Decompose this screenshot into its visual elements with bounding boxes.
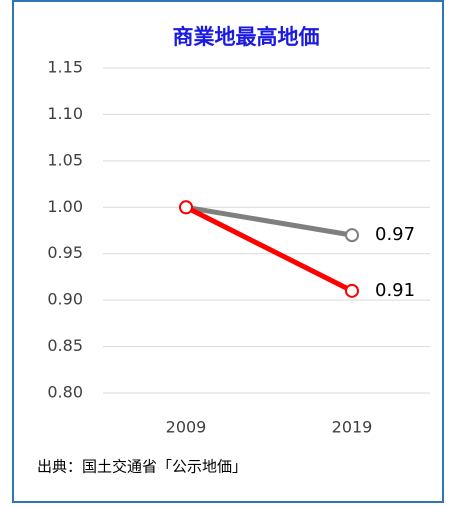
data-label: 0.97 [375, 224, 415, 245]
y-tick-label: 0.85 [47, 336, 83, 355]
y-tick-label: 0.95 [47, 243, 83, 262]
point-marker [345, 283, 359, 298]
data-label: 0.91 [375, 280, 415, 301]
y-tick-label: 0.80 [47, 383, 83, 402]
x-tick-label: 2009 [166, 418, 207, 437]
x-tick-label: 2019 [332, 418, 373, 437]
point-marker [345, 228, 359, 243]
point-marker [179, 200, 193, 215]
y-tick-label: 1.15 [47, 58, 83, 77]
y-tick-label: 1.05 [47, 150, 83, 169]
y-tick-label: 1.00 [47, 197, 83, 216]
series-line [184, 205, 354, 294]
frame [12, 0, 444, 503]
y-tick-label: 0.90 [47, 290, 83, 309]
chart-title: 商業地最高地価 [173, 25, 320, 49]
series-line [185, 204, 353, 238]
source-note: 出典：国土交通省「公示地価」 [37, 458, 247, 476]
y-tick-label: 1.10 [47, 104, 83, 123]
